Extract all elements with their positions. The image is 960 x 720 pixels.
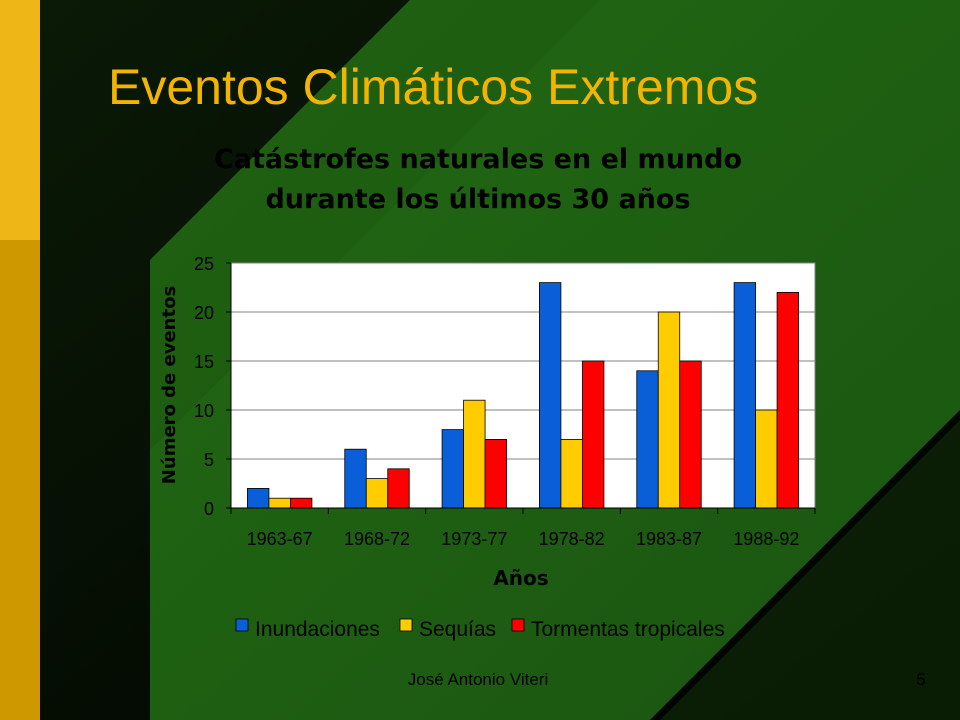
sidebar-gold-bottom (0, 240, 40, 720)
legend-swatch (399, 618, 413, 632)
legend-label: Sequías (419, 618, 496, 641)
x-tick-label: 1963-67 (247, 529, 313, 549)
bar-inundaciones-1963-67 (247, 487, 270, 509)
chart-legend: Inundaciones Sequías Tormentas tropicales (235, 618, 725, 641)
x-tick-label: 1978-82 (539, 529, 605, 549)
bar-inundaciones-1968-72 (344, 448, 367, 509)
slide-title: Eventos Climáticos Extremos (108, 59, 759, 115)
x-tick-label: 1968-72 (344, 529, 410, 549)
bar-inundaciones-1988-92 (733, 282, 756, 509)
x-axis-ticks: 1963-67 1968-72 1973-77 1978-82 1983-87 1988-… (230, 507, 816, 549)
bar-tormentas-tropicales-1978-82 (582, 360, 605, 509)
bar-inundaciones-1973-77 (441, 429, 464, 509)
bar-sequ-as-1968-72 (365, 478, 389, 509)
bar-tormentas-tropicales-1988-92 (776, 291, 799, 509)
legend-swatch (235, 618, 249, 632)
chart-title: Catástrofes naturales en el mundo durant… (0, 140, 958, 220)
x-axis-label: Años (493, 566, 548, 590)
gridlines (231, 262, 815, 460)
x-tick-label: 1988-92 (733, 529, 799, 549)
y-tick-label: 0 (204, 499, 214, 519)
footer-author: José Antonio Viteri (407, 670, 549, 689)
y-tick-label: 10 (194, 401, 214, 421)
legend-label: Inundaciones (255, 618, 380, 641)
bar-tormentas-tropicales-1973-77 (484, 438, 507, 509)
y-tick-label: 25 (194, 254, 214, 274)
page-number: 5 (916, 670, 926, 689)
bar-inundaciones-1983-87 (636, 370, 659, 509)
y-tick-label: 15 (194, 352, 214, 372)
y-tick-label: 20 (194, 303, 214, 323)
legend-swatch (511, 618, 525, 632)
bars (247, 282, 799, 509)
bar-sequ-as-1973-77 (463, 399, 486, 509)
y-axis-ticks: 0 5 10 15 20 25 (194, 254, 232, 519)
bar-sequ-as-1983-87 (657, 311, 681, 509)
bar-sequ-as-1963-67 (268, 497, 291, 509)
y-axis-label: Número de eventos (159, 286, 180, 484)
y-tick-label: 5 (204, 450, 214, 470)
sidebar-gold-top (0, 0, 40, 240)
bar-inundaciones-1978-82 (539, 282, 562, 509)
bar-tormentas-tropicales-1963-67 (290, 497, 313, 509)
x-tick-label: 1973-77 (441, 529, 507, 549)
bar-tormentas-tropicales-1983-87 (679, 360, 702, 509)
bar-sequ-as-1988-92 (755, 409, 778, 509)
chart-title-line-1: Catástrofes naturales en el mundo (213, 144, 743, 175)
chart-title-line-2: durante los últimos 30 años (265, 184, 691, 215)
bar-tormentas-tropicales-1968-72 (387, 468, 410, 509)
legend-label: Tormentas tropicales (531, 618, 725, 641)
plot-area (230, 262, 816, 509)
x-tick-label: 1983-87 (636, 529, 702, 549)
bar-sequ-as-1978-82 (560, 438, 583, 509)
